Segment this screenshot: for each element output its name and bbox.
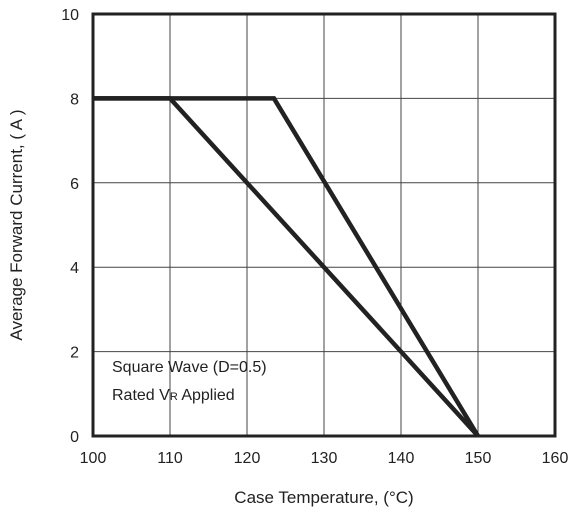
y-tick-label: 10 <box>61 7 79 24</box>
annotation-line-2-prefix: Rated V <box>112 387 170 404</box>
annotation-line-2-suffix: Applied <box>178 387 235 404</box>
x-tick-label: 110 <box>157 450 183 467</box>
plot-frame <box>91 12 557 438</box>
y-tick-label: 0 <box>70 429 79 446</box>
y-tick-labels: 0 2 4 6 8 10 <box>61 7 79 446</box>
annotation-line-1: Square Wave (D=0.5) <box>112 359 267 376</box>
x-tick-label: 120 <box>234 450 261 467</box>
y-tick-label: 8 <box>70 91 79 108</box>
series-lines <box>93 96 480 438</box>
annotation-line-2: Rated VR Applied <box>112 387 235 404</box>
annotation: Square Wave (D=0.5) Rated VR Applied <box>112 359 267 404</box>
x-tick-label: 130 <box>311 450 338 467</box>
x-tick-label: 140 <box>388 450 415 467</box>
y-axis-title: Average Forward Current, ( A ) <box>7 109 26 340</box>
x-tick-label: 160 <box>542 450 569 467</box>
x-tick-label: 100 <box>80 450 107 467</box>
x-tick-label: 150 <box>465 450 492 467</box>
y-tick-label: 6 <box>70 176 79 193</box>
series-line-2 <box>93 96 480 438</box>
y-tick-label: 2 <box>70 345 79 362</box>
x-axis-title: Case Temperature, (°C) <box>234 488 413 507</box>
y-tick-label: 4 <box>70 260 79 277</box>
annotation-line-2-subscript: R <box>170 391 178 403</box>
x-tick-labels: 100 110 120 130 140 150 160 <box>80 450 569 467</box>
